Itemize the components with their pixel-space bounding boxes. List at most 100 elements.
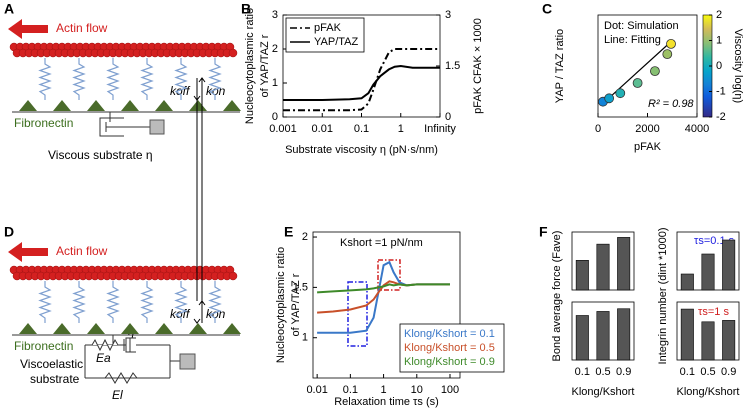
dashpot <box>99 112 150 137</box>
ligand <box>19 100 37 111</box>
colorbar-tick-label: 2 <box>716 9 722 21</box>
data-point <box>632 78 643 88</box>
bar <box>617 308 631 361</box>
colorbar-tick-label: 1 <box>716 34 722 46</box>
actin-bead <box>228 271 238 281</box>
substrate-label: substrate <box>30 372 80 386</box>
y-tick-label: 2 <box>302 231 308 243</box>
flow-arrow <box>8 19 48 39</box>
bar <box>575 260 589 291</box>
maxwell-element <box>85 337 136 353</box>
x-axis-label: Substrate viscosity η (pN·s/nm) <box>285 144 438 156</box>
bar <box>701 321 715 361</box>
y-tick-label: 2 <box>272 43 278 55</box>
spring <box>38 281 52 323</box>
data-point <box>666 39 676 49</box>
x-tick-label: 2000 <box>635 123 659 135</box>
data-line <box>317 283 450 294</box>
rate-arrows <box>193 77 206 101</box>
bar <box>617 237 631 291</box>
legend-label: pFAK <box>314 22 342 34</box>
y-axis-label: of YAP/TAZ r <box>290 273 302 336</box>
diagram-d: Actin flow koff kon Fibronectin Ea η El … <box>8 242 226 402</box>
x-tick-label: 0.1 <box>680 366 695 378</box>
annotation: R² = 0.98 <box>648 98 694 110</box>
data-point <box>615 88 626 99</box>
axes-frame <box>312 231 461 379</box>
spring <box>140 281 154 323</box>
x-tick-label: 0.1 <box>575 366 590 378</box>
ligand-label: Fibronectin <box>14 339 73 353</box>
spring <box>38 58 52 100</box>
spring <box>174 281 188 323</box>
ligand <box>155 100 173 111</box>
y2-tick-label: 1.5 <box>445 60 460 72</box>
y-tick-label: 3 <box>272 9 278 21</box>
x-axis-label: Klong/Kshort <box>677 386 740 398</box>
ligand <box>223 100 241 111</box>
colorbar-tick-label: -1 <box>716 85 726 97</box>
panel-label: B <box>241 1 251 17</box>
x-tick-label: 0.01 <box>306 384 327 396</box>
highlight-box <box>347 281 368 347</box>
x-tick-label: 0.5 <box>595 366 610 378</box>
x-tick-label: 4000 <box>685 123 709 135</box>
x-axis-label: Relaxation time τs (s) <box>334 396 439 408</box>
x-tick-label: 1 <box>381 384 387 396</box>
flow-arrow <box>8 242 48 262</box>
spring <box>208 58 222 100</box>
panel-label: A <box>4 1 14 17</box>
colorbar-label: Viscosity log(η) <box>732 29 744 103</box>
substrate-block <box>149 119 165 135</box>
data-line <box>283 48 440 112</box>
panel-label: D <box>4 224 14 240</box>
x-tick-label: 0.001 <box>269 123 297 135</box>
spring <box>72 281 86 323</box>
y-tick-label: 1 <box>272 77 278 89</box>
legend-label: YAP/TAZ <box>314 36 358 48</box>
fit-line <box>602 40 673 104</box>
x-tick-label: 10 <box>411 384 423 396</box>
spring <box>174 58 188 100</box>
y-tick-label: 1 <box>302 332 308 344</box>
y-tick-label: 1.5 <box>293 281 308 293</box>
ligand <box>19 323 37 334</box>
legend-box <box>399 323 505 373</box>
x-tick-label: 0.9 <box>721 366 736 378</box>
y-axis-label: Nucleocytoplasmic ratio <box>275 247 287 363</box>
x-tick-label: 0.1 <box>354 123 369 135</box>
ligand <box>223 323 241 334</box>
bar <box>680 273 694 291</box>
x-tick-label: 0 <box>595 123 601 135</box>
panel-label: F <box>539 224 548 240</box>
x-axis-label: Klong/Kshort <box>572 386 635 398</box>
spring <box>72 58 86 100</box>
ligand <box>53 100 71 111</box>
modulus-label: El <box>112 388 123 402</box>
spring-element <box>85 372 170 384</box>
y-axis-label: YAP / TAZ ratio <box>554 29 566 103</box>
x-tick-label: 1 <box>398 123 404 135</box>
x-tick-label: 0.01 <box>312 123 333 135</box>
data-point <box>604 93 615 104</box>
y-axis-label: of YAP/TAZ r <box>259 34 271 97</box>
x-tick-label: 0.9 <box>616 366 631 378</box>
flow-label: Actin flow <box>56 244 108 258</box>
bar <box>722 320 736 361</box>
bar <box>722 239 736 291</box>
ligand <box>53 323 71 334</box>
spring <box>106 281 120 323</box>
ligand <box>87 323 105 334</box>
ligand <box>87 100 105 111</box>
x-axis-label: pFAK <box>634 141 662 153</box>
y-tick-label: 0 <box>272 111 278 123</box>
annotation: Kshort =1 pN/nm <box>340 237 423 249</box>
diagram-a: Actin flow koff kon Fibronectin Viscous … <box>8 19 226 162</box>
y2-tick-label: 3 <box>445 9 451 21</box>
bar <box>680 308 694 361</box>
x-tick-label: 100 <box>441 384 459 396</box>
spring <box>106 58 120 100</box>
y2-axis-label: pFAK CFAK × 1000 <box>472 18 484 114</box>
legend-box <box>285 17 365 53</box>
